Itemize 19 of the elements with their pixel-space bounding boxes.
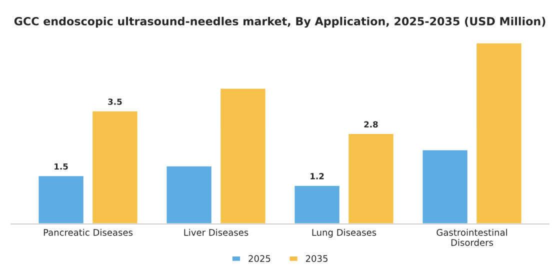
data-label: 1.2 [310, 173, 324, 180]
x-tick-label: Lung Diseases [312, 228, 376, 238]
bar [347, 132, 395, 224]
bar [421, 148, 469, 224]
legend-label: 2035 [306, 255, 328, 262]
legend-label: 2025 [248, 255, 270, 262]
bar [165, 165, 213, 224]
chart-title: GCC endoscopic ultrasound-needles market, By Application, 2025-2035 (USD Million) [14, 16, 546, 28]
x-tick-label: Gastrointestinal Disorders [436, 228, 507, 246]
bar [219, 87, 267, 224]
bar [475, 42, 523, 224]
data-label: 3.5 [108, 98, 122, 105]
data-label: 1.5 [54, 163, 68, 170]
bar [293, 184, 341, 224]
x-tick-label: Pancreatic Diseases [44, 228, 133, 236]
x-tick-label: Liver Diseases [184, 228, 248, 236]
bar [91, 110, 139, 224]
bar [37, 174, 85, 224]
data-label: 2.8 [364, 121, 378, 128]
